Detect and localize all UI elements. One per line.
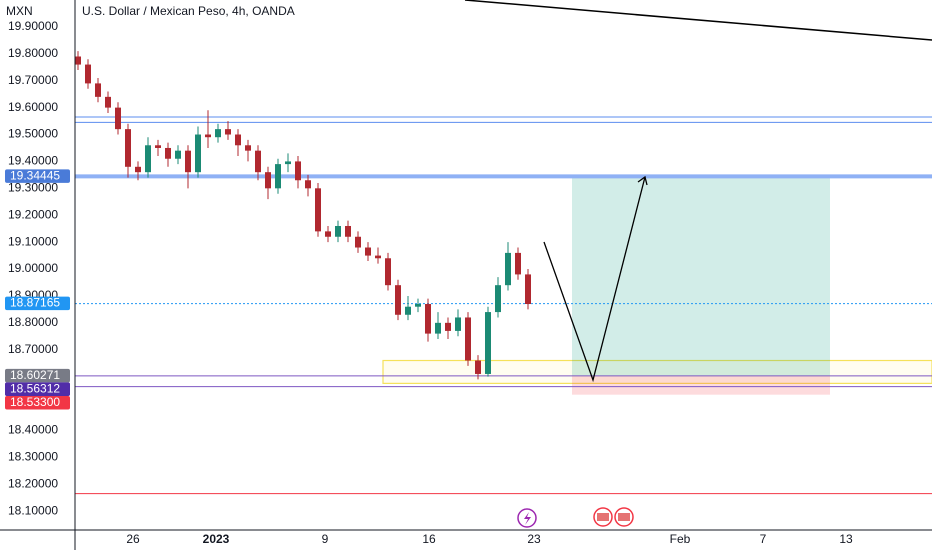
candle-body [325,231,331,237]
candle-body [265,172,271,189]
y-tick-label: 18.10000 [8,503,58,517]
candle-body [155,145,161,148]
candle-body [315,188,321,232]
y-tick-label: 18.40000 [8,423,58,437]
y-tick-label: 18.30000 [8,450,58,464]
price-label: 19.34445 [10,169,60,183]
candle-body [115,107,121,130]
y-tick-label: 19.30000 [8,180,58,194]
price-label: 18.53300 [10,395,60,409]
y-tick-label: 19.20000 [8,207,58,221]
candle-body [495,285,501,313]
price-label-bg [5,382,70,396]
x-axis-bg [0,530,932,550]
y-tick-label: 19.50000 [8,127,58,141]
candle-body [205,134,211,138]
candle-body [235,134,241,146]
candle-body [125,129,131,167]
candle-body [365,247,371,256]
price-label-bg [5,296,70,311]
candle-body [85,64,91,84]
candle-body [525,274,531,305]
candle-body [475,360,481,374]
x-tick-label: 13 [839,532,853,546]
x-tick-label: 7 [760,532,767,546]
y-tick-label: 19.10000 [8,234,58,248]
event-icon-bolt [524,512,531,525]
candle-body [465,317,471,361]
currency-label: MXN [6,4,33,18]
candle-body [245,145,251,151]
y-tick-label: 19.00000 [8,261,58,275]
trend-line [464,0,932,41]
x-tick-label: 23 [527,532,541,546]
event-icons [517,507,634,528]
candle-body [425,304,431,334]
x-tick-label: 9 [322,532,329,546]
candle-body [485,312,491,374]
candle-body [285,161,291,165]
y-tick-label: 18.20000 [8,476,58,490]
price-label-bg [5,368,70,383]
candle-body [505,252,511,286]
candles [75,51,531,380]
stop-zone [572,375,830,395]
candle-body [275,164,281,189]
candle-body [385,258,391,286]
y-tick-label: 19.60000 [8,100,58,114]
y-tick-label: 19.90000 [8,19,58,33]
flag [618,513,630,521]
candle-body [435,322,441,334]
candle-body [255,150,261,173]
x-tick-label: 16 [422,532,436,546]
zone-box [382,359,932,384]
candle-body [405,306,411,315]
price-label-bg [5,395,70,410]
candle-body [215,129,221,138]
candle-body [295,161,301,181]
x-tick-label: Feb [670,532,691,546]
candle-body [305,180,311,189]
y-tick-label: 19.40000 [8,154,58,168]
candle-body [445,322,451,331]
candle-body [345,225,351,237]
flag [597,513,609,521]
candle-body [395,285,401,315]
target-zone [572,176,830,376]
price-label: 18.56312 [10,382,60,396]
price-label: 18.87165 [10,296,60,310]
candle-body [95,83,101,97]
candle-body [375,255,381,259]
x-tick-label: 2023 [203,532,230,546]
candle-body [415,304,421,307]
candle-body [175,150,181,159]
y-tick-label: 18.70000 [8,342,58,356]
candle-body [185,150,191,173]
price-label: 18.60271 [10,368,60,382]
y-tick-label: 19.80000 [8,46,58,60]
candle-body [335,225,341,237]
candle-body [355,236,361,248]
price-label-bg [5,169,70,183]
candle-body [145,145,151,173]
y-tick-label: 18.80000 [8,315,58,329]
chart-title: U.S. Dollar / Mexican Peso, 4h, OANDA [82,4,295,18]
candle-body [75,56,81,65]
arrow-drawing [543,175,648,383]
x-tick-label: 26 [126,532,140,546]
candle-body [165,147,171,159]
candle-body [515,252,521,275]
candle-body [105,96,111,108]
candle-body [195,134,201,173]
candle-body [225,129,231,135]
candle-body [135,166,141,173]
y-tick-label: 19.70000 [8,73,58,87]
candle-body [455,317,461,331]
